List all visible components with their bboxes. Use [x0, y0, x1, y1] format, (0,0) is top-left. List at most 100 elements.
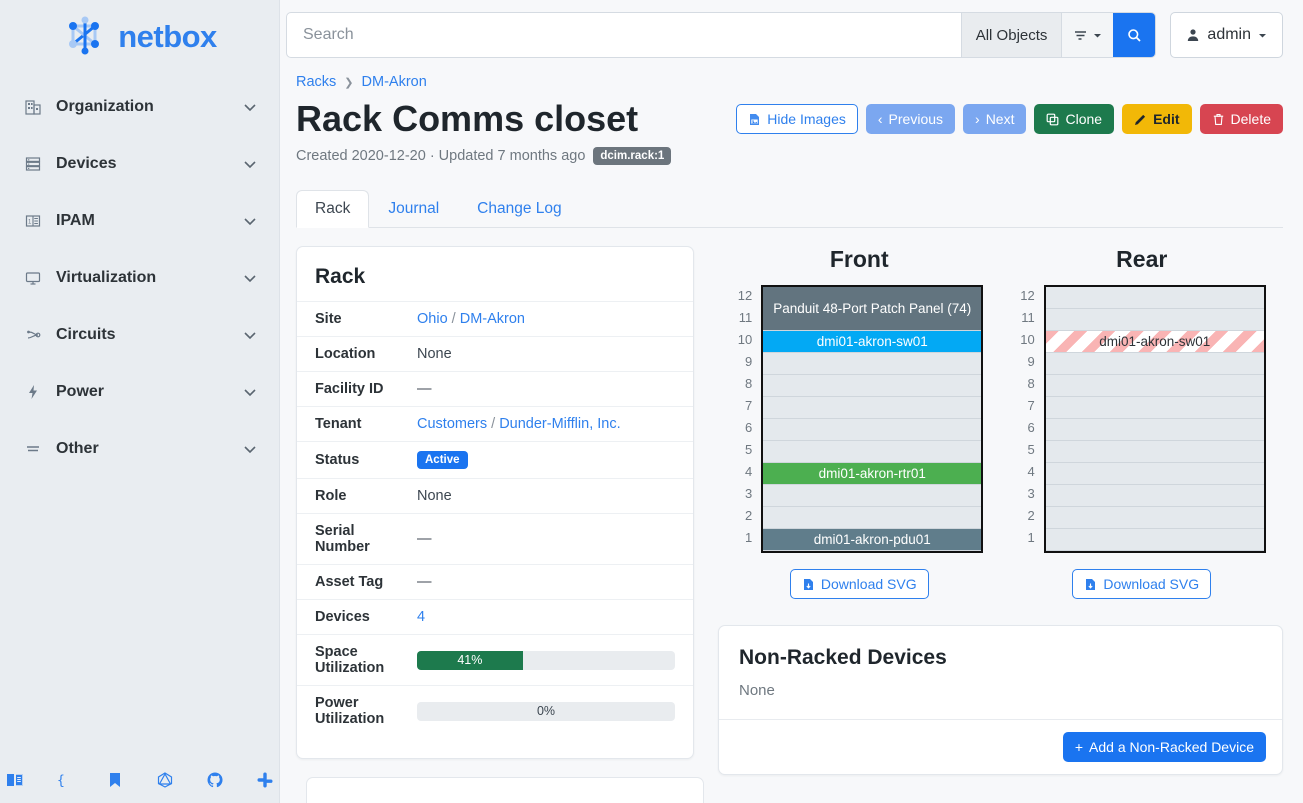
- docs-book-icon[interactable]: [6, 771, 24, 789]
- rack-unit-empty[interactable]: [1045, 441, 1264, 464]
- content-columns: Rack Site Ohio / DM-Akron: [296, 246, 1283, 803]
- download-svg-front-label: Download SVG: [820, 576, 917, 593]
- sidebar-item-label: Virtualization: [56, 268, 157, 286]
- sidebar-item-organization[interactable]: Organization: [22, 78, 257, 135]
- unit-number: 2: [745, 508, 753, 524]
- file-download-icon: [1084, 578, 1097, 591]
- bolt-icon: [22, 384, 44, 400]
- table-row: Power Utilization 0%: [297, 685, 693, 737]
- table-row: Site Ohio / DM-Akron: [297, 301, 693, 337]
- rack-unit-empty[interactable]: [763, 419, 982, 442]
- rack-unit-empty[interactable]: [763, 397, 982, 420]
- rack-unit-device[interactable]: dmi01-akron-sw01: [763, 331, 982, 354]
- rack-unit-empty[interactable]: [1045, 485, 1264, 508]
- rack-unit-empty[interactable]: [763, 441, 982, 464]
- rack-unit-empty[interactable]: [763, 507, 982, 530]
- rack-unit-empty[interactable]: [1045, 419, 1264, 442]
- row-key: Facility ID: [315, 381, 384, 398]
- rack-unit-device[interactable]: dmi01-akron-rtr01: [763, 463, 982, 486]
- search-submit-button[interactable]: [1113, 13, 1156, 57]
- rack-unit-empty[interactable]: [763, 353, 982, 376]
- unit-number: 1: [1027, 530, 1035, 546]
- github-icon[interactable]: [206, 771, 224, 789]
- page-title: Rack Comms closet: [296, 98, 639, 139]
- slack-icon[interactable]: [256, 771, 274, 789]
- site-group-link[interactable]: Ohio: [417, 311, 448, 328]
- rack-unit-empty[interactable]: [1045, 463, 1264, 486]
- rack-unit-empty[interactable]: [763, 375, 982, 398]
- devices-count-link[interactable]: 4: [417, 609, 426, 626]
- chevron-down-icon: [243, 157, 257, 171]
- chevron-down-icon: [243, 385, 257, 399]
- rack-unit-empty[interactable]: [1045, 507, 1264, 530]
- bookmark-icon[interactable]: [106, 771, 124, 789]
- user-menu-button[interactable]: admin: [1170, 12, 1283, 58]
- rack-unit-empty[interactable]: [1045, 353, 1264, 376]
- rack-unit-device[interactable]: dmi01-akron-sw01: [1045, 331, 1264, 354]
- page-action-buttons: Hide Images ‹ Previous › Next Clo: [736, 98, 1283, 134]
- download-svg-rear-button[interactable]: Download SVG: [1072, 569, 1212, 600]
- site-link[interactable]: DM-Akron: [459, 311, 525, 328]
- unit-number: 3: [1027, 486, 1035, 502]
- graphql-icon[interactable]: [156, 771, 174, 789]
- search-scope-label: All Objects: [975, 26, 1048, 44]
- search-input[interactable]: [287, 13, 961, 57]
- front-heading: Front: [829, 246, 889, 273]
- front-unit-stack: Panduit 48-Port Patch Panel (74) dmi01-ak…: [761, 285, 984, 554]
- tenant-link[interactable]: Dunder-Mifflin, Inc.: [499, 416, 621, 433]
- non-racked-title: Non-Racked Devices: [739, 646, 947, 670]
- search-scope-select[interactable]: All Objects: [960, 13, 1062, 57]
- row-key: Tenant: [315, 416, 362, 433]
- search-group: All Objects: [286, 12, 1157, 58]
- brand-logo[interactable]: netbox: [0, 0, 279, 78]
- next-button[interactable]: › Next: [963, 104, 1027, 134]
- page-header: Rack Comms closet Hide Images ‹ Previous…: [296, 98, 1283, 139]
- sidebar-item-devices[interactable]: Devices: [22, 135, 257, 192]
- rack-unit-empty[interactable]: [1045, 397, 1264, 420]
- add-non-racked-device-label: Add a Non-Racked Device: [1089, 739, 1254, 756]
- value-separator: /: [451, 311, 456, 328]
- tab-change-log[interactable]: Change Log: [477, 200, 562, 218]
- table-row: Asset Tag —: [297, 564, 693, 600]
- row-value: Active: [409, 442, 693, 479]
- clone-button[interactable]: Clone: [1034, 104, 1115, 134]
- sidebar-item-virtualization[interactable]: Virtualization: [22, 249, 257, 306]
- row-value: —: [417, 531, 432, 548]
- download-svg-front-button[interactable]: Download SVG: [789, 569, 929, 600]
- previous-button[interactable]: ‹ Previous: [865, 104, 956, 134]
- sidebar-item-power[interactable]: Power: [22, 363, 257, 420]
- chevron-down-icon: [243, 328, 257, 342]
- rack-unit-empty[interactable]: [763, 485, 982, 508]
- rack-unit-empty[interactable]: [1045, 529, 1264, 552]
- rack-unit-empty[interactable]: [1045, 309, 1264, 332]
- file-download-icon: [802, 578, 815, 591]
- row-value: —: [417, 381, 432, 398]
- clone-label: Clone: [1065, 111, 1103, 127]
- tenant-group-link[interactable]: Customers: [417, 416, 488, 433]
- next-card-partial: [306, 777, 704, 803]
- tab-rack[interactable]: Rack: [296, 190, 370, 229]
- edit-button[interactable]: Edit: [1122, 104, 1192, 134]
- rack-unit-device[interactable]: Panduit 48-Port Patch Panel (74): [763, 287, 982, 332]
- tab-journal[interactable]: Journal: [388, 200, 440, 218]
- row-value: Customers / Dunder-Mifflin, Inc.: [409, 407, 693, 442]
- search-filter-dropdown[interactable]: [1061, 13, 1114, 57]
- breadcrumb-current-link[interactable]: DM-Akron: [361, 74, 427, 90]
- api-braces-icon[interactable]: { }: [56, 771, 74, 789]
- object-meta: Created 2020-12-20 · Updated 7 months ag…: [296, 147, 1283, 166]
- delete-button[interactable]: Delete: [1199, 104, 1283, 134]
- sidebar-item-ipam[interactable]: 1 IPAM: [22, 192, 257, 249]
- sidebar-item-other[interactable]: Other: [22, 420, 257, 477]
- rack-unit-empty[interactable]: [1045, 375, 1264, 398]
- sidebar-item-circuits[interactable]: Circuits: [22, 306, 257, 363]
- hide-images-button[interactable]: Hide Images: [736, 104, 858, 134]
- front-elevation: Front 12 11 10 9 8 7 6 5 4 3 2 1 Panduit 48-Port Pa…: [735, 246, 984, 600]
- rack-unit-empty[interactable]: [1045, 287, 1264, 310]
- unit-number: 5: [745, 442, 753, 458]
- sidebar-footer-links: { }: [0, 771, 280, 789]
- breadcrumb-racks-link[interactable]: Racks: [296, 74, 337, 90]
- unit-number: 10: [737, 332, 753, 348]
- image-file-icon: [748, 113, 761, 126]
- rack-unit-device[interactable]: dmi01-akron-pdu01: [763, 529, 982, 552]
- add-non-racked-device-button[interactable]: + Add a Non-Racked Device: [1062, 732, 1266, 763]
